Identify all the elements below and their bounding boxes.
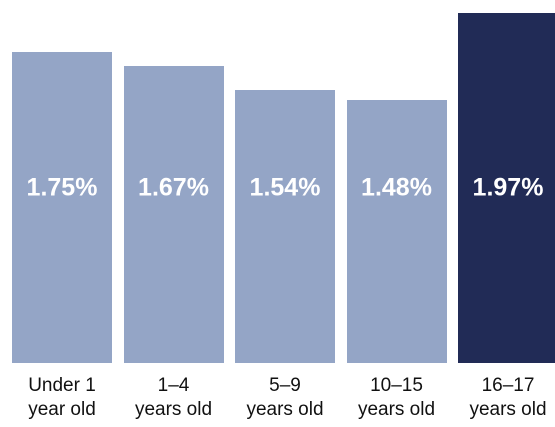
category-label-line2: years old (469, 398, 547, 420)
category-label-line2: years old (246, 398, 324, 420)
bar-value-label: 1.97% (472, 173, 544, 202)
bar-3: 1.54% (235, 89, 335, 363)
bar-value-label: 1.54% (249, 173, 321, 202)
category-label-line2: year old (28, 398, 96, 420)
bar-value-label: 1.75% (26, 173, 98, 202)
category-label-line2: years old (134, 398, 213, 420)
category-label: 1–4 years old (119, 374, 229, 422)
bar-value-label: 1.67% (138, 173, 209, 202)
category-label-line1: Under 1 (28, 375, 96, 396)
category-label-line1: 5–9 (269, 375, 301, 396)
bar-5: 1.97% (458, 13, 555, 363)
bar-2: 1.67% (123, 66, 224, 363)
category-label: Under 1 year old (7, 374, 117, 422)
bar-value-label: 1.48% (361, 173, 432, 202)
category-label: 10–15 years old (342, 374, 452, 422)
category-label: 16–17 years old (453, 374, 555, 422)
bar-4: 1.48% (346, 100, 447, 363)
category-label-line1: 10–15 (370, 375, 423, 396)
category-label-line1: 1–4 (157, 375, 190, 396)
category-label-line2: years old (357, 398, 436, 420)
category-label: 5–9 years old (230, 374, 340, 422)
category-label-line1: 16–17 (481, 375, 535, 396)
bar-1: 1.75% (12, 52, 112, 363)
